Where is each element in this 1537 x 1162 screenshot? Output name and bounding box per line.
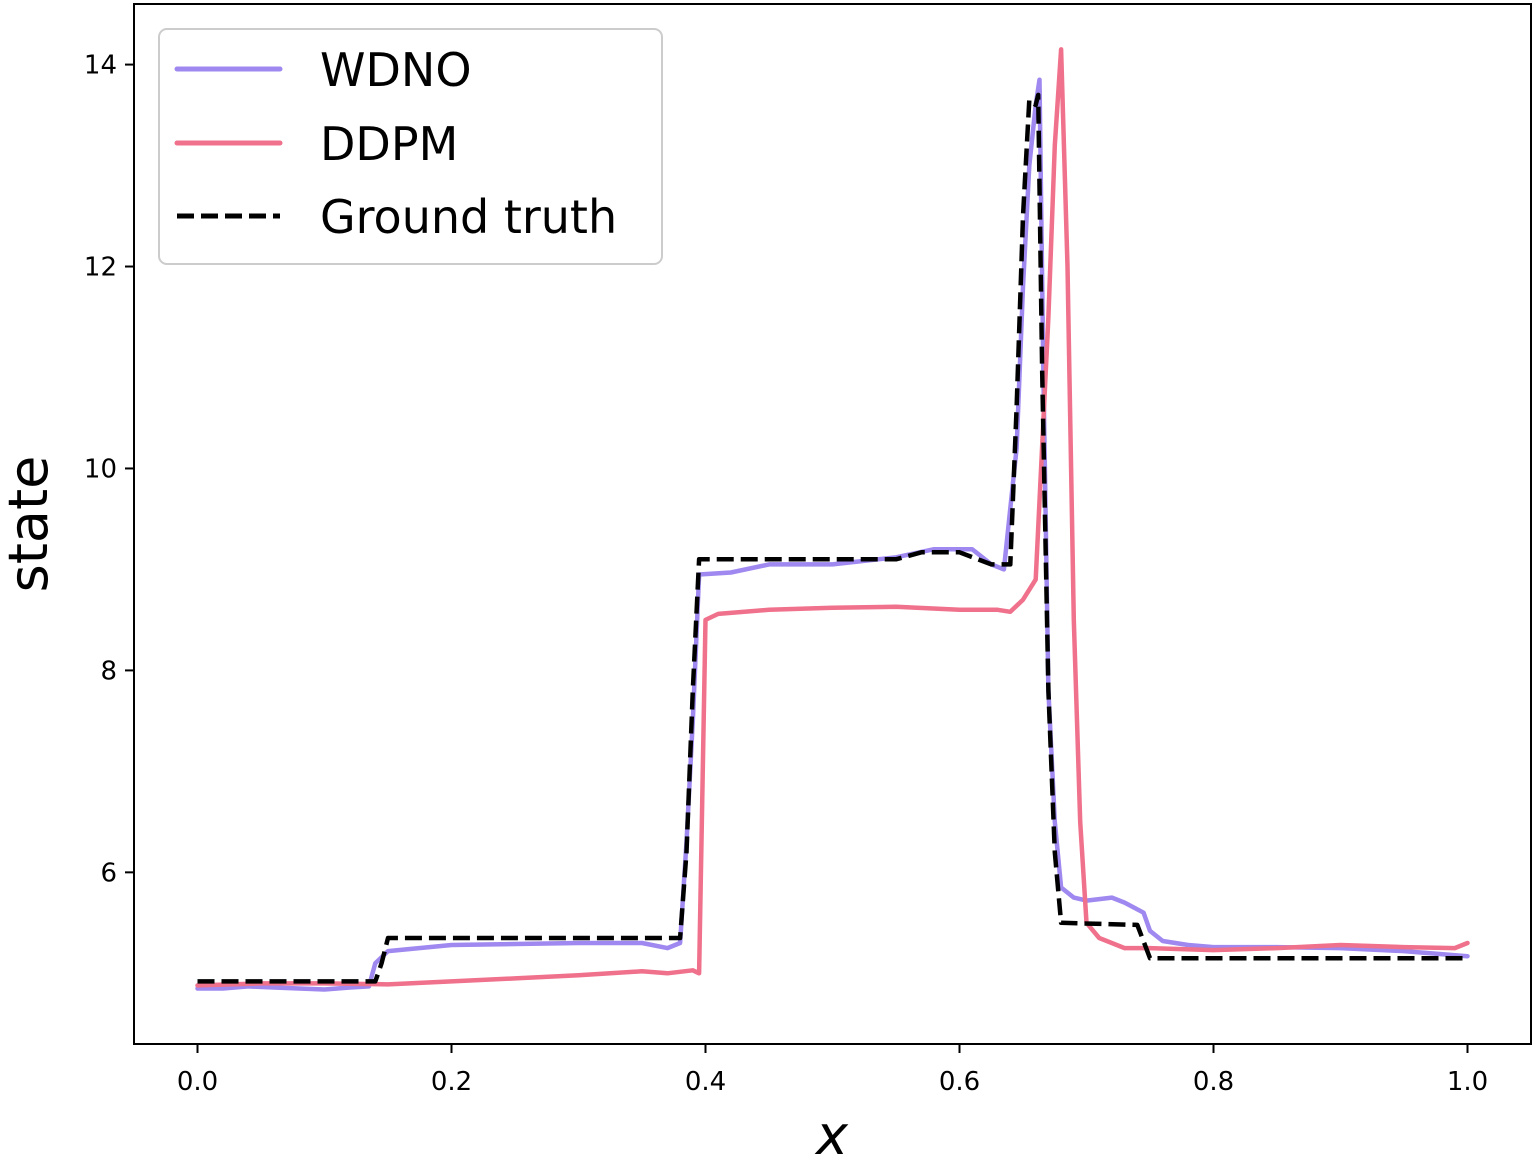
series-line-ground-truth	[197, 92, 1468, 984]
y-tick-label: 6	[100, 858, 117, 888]
x-tick-label: 0.4	[685, 1067, 726, 1097]
legend-label: Ground truth	[320, 190, 617, 244]
y-tick-label: 14	[84, 51, 117, 81]
y-tick-label: 10	[84, 454, 117, 484]
y-tick-label: 8	[100, 656, 117, 686]
y-tick-label: 12	[84, 253, 117, 283]
series-line-wdno	[195, 77, 1470, 992]
plot-frame	[133, 3, 1532, 1045]
x-tick-label: 0.6	[939, 1067, 980, 1097]
y-axis-ticks: 6 8 10 12 14	[84, 51, 134, 888]
x-axis-ticks: 0.0 0.2 0.4 0.6 0.8 1.0	[177, 1044, 1488, 1097]
legend: WDNO DDPM Ground truth	[158, 28, 663, 265]
series-line-ddpm	[195, 47, 1470, 988]
x-tick-label: 0.0	[177, 1067, 218, 1097]
legend-box	[158, 28, 663, 265]
x-tick-label: 0.2	[431, 1067, 472, 1097]
legend-label: DDPM	[320, 117, 458, 171]
x-axis-label: x	[814, 1104, 849, 1162]
x-tick-label: 1.0	[1447, 1067, 1488, 1097]
legend-label: WDNO	[320, 43, 472, 97]
series-layer	[195, 47, 1470, 992]
x-tick-label: 0.8	[1193, 1067, 1234, 1097]
legend-entries: WDNO DDPM Ground truth	[174, 43, 617, 244]
y-axis-label: state	[0, 456, 60, 593]
